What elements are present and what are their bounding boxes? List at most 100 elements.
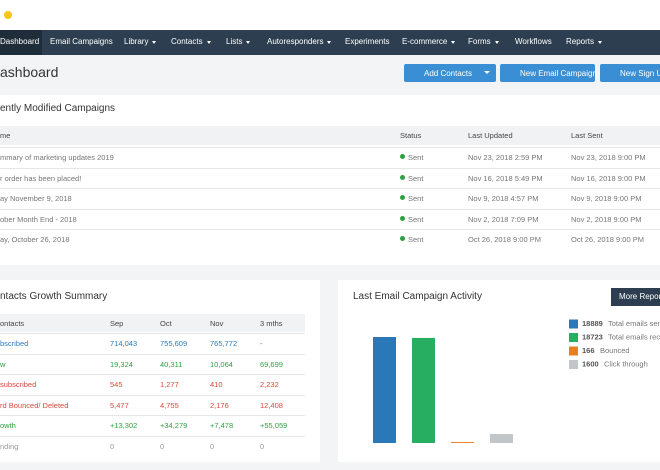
cell: 10,064 <box>210 359 233 369</box>
legend-label: Total emails sent <box>608 319 660 328</box>
cell: Sent <box>408 173 424 183</box>
cell: Oct 26, 2018 9:00 PM <box>571 235 644 245</box>
dropdown-caret <box>484 71 490 74</box>
status-dot <box>400 154 405 159</box>
button-label[interactable]: Add Contacts <box>424 69 473 78</box>
nav-item[interactable]: Library <box>124 37 149 46</box>
header-button[interactable] <box>404 64 496 82</box>
legend-swatch <box>569 360 578 369</box>
campaigns-panel <box>0 95 660 265</box>
column-header: ontacts <box>0 319 25 328</box>
panel-title: ently Modified Campaigns <box>0 103 116 114</box>
legend-value: 18723 <box>582 332 603 341</box>
status-dot <box>400 174 405 180</box>
legend-swatch <box>569 319 578 329</box>
cell: 69,699 <box>260 359 283 369</box>
logo-dot <box>4 11 12 19</box>
status-dot <box>400 236 405 242</box>
cell: 410 <box>210 380 223 389</box>
bar <box>490 434 513 443</box>
legend-label: Bounced <box>600 346 630 355</box>
legend-label: Click through <box>604 359 648 368</box>
cell: Sent <box>408 235 424 245</box>
column-header: Nov <box>210 319 224 328</box>
cell: Nov 2, 2018 9:00 PM <box>571 214 642 224</box>
cell: 12,408 <box>260 400 283 410</box>
campaign-name[interactable]: mmary of marketing updates 2019 <box>0 153 114 162</box>
caret <box>598 41 602 44</box>
caret <box>451 41 455 44</box>
top-bar <box>0 0 660 30</box>
table-header <box>0 126 660 145</box>
cell: 40,311 <box>160 359 183 369</box>
cell: - <box>260 339 263 348</box>
cell: 19,324 <box>110 359 133 369</box>
row-divider <box>0 415 305 416</box>
cell: 4,755 <box>160 400 179 410</box>
nav-item[interactable]: Dashboard <box>0 37 40 46</box>
bar <box>451 442 474 443</box>
panel-title: Last Email Campaign Activity <box>353 291 482 302</box>
nav-item[interactable]: Contacts <box>171 37 203 46</box>
cell: 0 <box>160 441 165 451</box>
cell: subscribed <box>0 380 37 389</box>
cell: Sent <box>408 194 424 204</box>
cell: Sent <box>408 214 424 224</box>
cell: 1,277 <box>160 380 179 389</box>
caret <box>327 41 331 44</box>
cell: Sent <box>408 153 424 162</box>
cell: +34,279 <box>160 421 188 430</box>
status-dot <box>400 215 405 221</box>
nav-item[interactable]: Autoresponders <box>267 37 324 46</box>
cell: 2,232 <box>260 380 279 389</box>
button-label[interactable]: New Email Campaign <box>520 69 597 78</box>
nav-item[interactable]: Workflows <box>515 37 552 46</box>
nav-item[interactable]: Experiments <box>345 37 390 46</box>
nav-item[interactable]: Forms <box>468 37 491 46</box>
nav-active <box>0 30 42 55</box>
cell: 5,477 <box>110 400 129 410</box>
page-title: ashboard <box>0 64 59 80</box>
row-divider <box>0 147 660 148</box>
nav-item[interactable]: E-commerce <box>402 37 448 46</box>
nav-item[interactable]: Lists <box>226 37 243 46</box>
cell: Nov 2, 2018 7:09 PM <box>468 214 539 224</box>
row-divider <box>0 353 305 355</box>
campaign-name[interactable]: ay, October 26, 2018 <box>0 235 70 245</box>
cell: 0 <box>110 441 115 451</box>
cell: bscribed <box>0 339 29 348</box>
nav-item[interactable]: Reports <box>566 37 595 46</box>
column-header: Last Sent <box>571 131 603 140</box>
row-divider <box>0 333 305 334</box>
campaign-name[interactable]: ay November 9, 2018 <box>0 194 72 204</box>
campaign-name[interactable]: r order has been placed! <box>0 173 82 183</box>
more-reports-button[interactable]: More Report <box>611 288 660 306</box>
legend-value: 166 <box>582 346 595 355</box>
cell: Nov 16, 2018 9:00 PM <box>571 173 646 183</box>
panel-title: ntacts Growth Summary <box>0 291 108 302</box>
nav-item[interactable]: Email Campaigns <box>50 37 113 46</box>
header-button[interactable] <box>500 64 595 82</box>
legend-swatch <box>569 346 578 356</box>
row-divider <box>0 229 660 231</box>
button-label[interactable]: New Sign Up <box>620 69 660 78</box>
bar <box>373 337 396 443</box>
row-divider <box>0 394 305 396</box>
campaign-name[interactable]: ober Month End - 2018 <box>0 214 77 224</box>
cell: nding <box>0 441 19 451</box>
legend-swatch <box>569 333 578 342</box>
header-button[interactable] <box>600 64 660 82</box>
cell: +7,478 <box>210 421 234 430</box>
activity-chart: 18889 Total emails sent 18723 Total emails … <box>373 319 660 443</box>
caret <box>207 41 211 44</box>
column-header: Sep <box>110 319 124 328</box>
caret <box>495 41 499 44</box>
column-header: 3 mths <box>260 319 283 328</box>
cell: Oct 26, 2018 9:00 PM <box>468 235 541 245</box>
column-header: Status <box>400 131 422 140</box>
cell: 2,176 <box>210 400 229 410</box>
row-divider <box>0 208 660 210</box>
cell: +55,059 <box>260 421 288 430</box>
cell: Nov 9, 2018 9:00 PM <box>571 194 642 204</box>
